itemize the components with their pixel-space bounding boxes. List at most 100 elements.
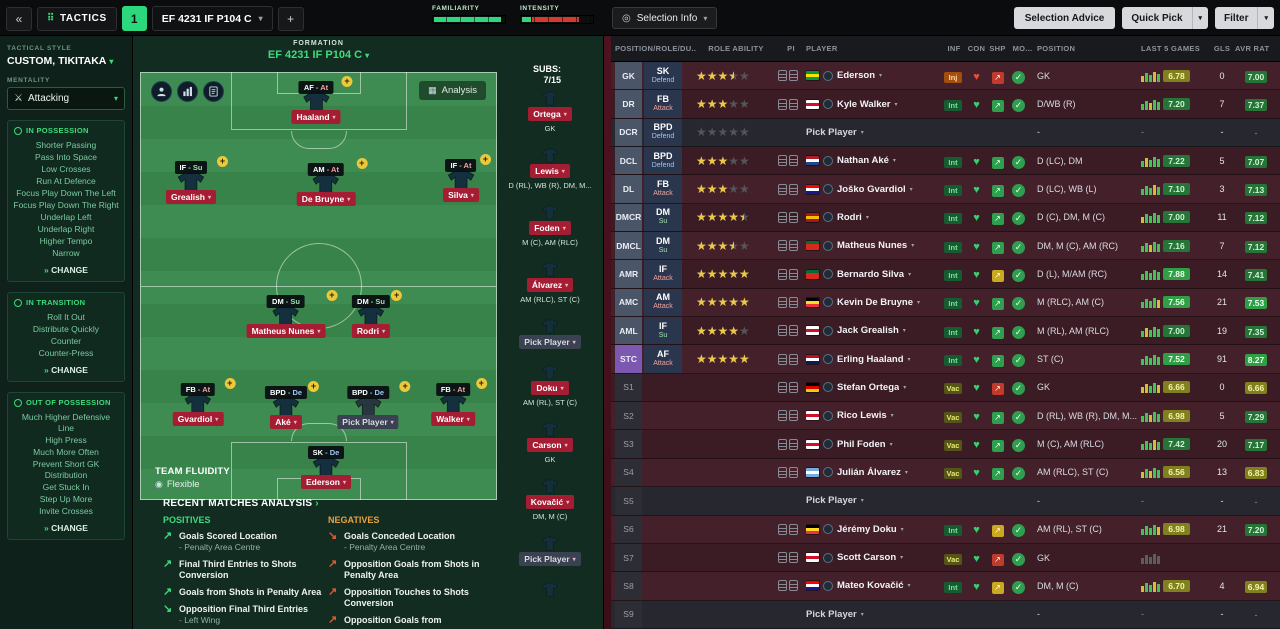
pitch-player-de-bruyne[interactable]: + AM - At De Bruyne ▾ xyxy=(296,158,368,206)
player-cell[interactable]: Joško Gvardiol ▾ xyxy=(806,184,942,195)
pi-icon[interactable] xyxy=(789,240,798,252)
pitch-player-pick-player[interactable]: + BPD - De Pick Player ▾ xyxy=(337,381,411,429)
player-info-icon[interactable] xyxy=(823,524,833,535)
pi-icon[interactable] xyxy=(778,98,787,110)
player-info-icon[interactable] xyxy=(823,269,833,280)
player-cell[interactable]: Kevin De Bruyne ▾ xyxy=(806,297,942,308)
player-info-icon[interactable] xyxy=(823,382,833,393)
col-pi[interactable]: PI xyxy=(787,44,795,53)
player-name-dropdown[interactable]: Gvardiol ▾ xyxy=(172,412,224,426)
change-button[interactable]: » CHANGE xyxy=(44,523,88,533)
pi-icon[interactable] xyxy=(789,580,798,592)
table-row-s1[interactable]: S1 Stefan Ortega ▾ Vac ♥ ↗ ✓ GK 6.66 0 6.66 xyxy=(611,373,1280,403)
pitch-player-matheus-nunes[interactable]: + DM - Su Matheus Nunes ▾ xyxy=(246,290,338,338)
player-cell[interactable]: Matheus Nunes ▾ xyxy=(806,240,942,251)
sub-player-dropdown[interactable]: Álvarez ▾ xyxy=(526,278,574,292)
subs-item[interactable]: Pick Player ▾ xyxy=(497,319,603,350)
pi-icon[interactable] xyxy=(789,98,798,110)
player-cell[interactable]: Mateo Kovačić ▾ xyxy=(806,580,942,591)
player-cell[interactable]: Kyle Walker ▾ xyxy=(806,99,942,110)
table-row-s5[interactable]: S5 Pick Player ▾ - - - - xyxy=(611,487,1280,516)
pi-icon[interactable] xyxy=(778,240,787,252)
subs-item[interactable]: Pick Player ▾ xyxy=(497,536,603,567)
rma-title-link[interactable]: RECENT MATCHES ANALYSIS › xyxy=(163,498,319,509)
pi-icon[interactable] xyxy=(789,552,798,564)
player-info-icon[interactable] xyxy=(823,70,833,81)
pitch-player-ederson[interactable]: SK - De Ederson ▾ xyxy=(300,446,352,489)
subs-item[interactable]: Carson ▾ GK xyxy=(497,422,603,464)
player-role-label[interactable]: FB - At xyxy=(180,383,216,396)
tactic-name-dropdown[interactable]: EF 4231 IF P104 C ▾ xyxy=(151,6,273,31)
player-info-icon[interactable] xyxy=(823,410,833,421)
table-row-s3[interactable]: S3 Phil Foden ▾ Vac ♥ ↗ ✓ M (C), AM (RLC) 7.42 20… xyxy=(611,430,1280,459)
table-row-amc[interactable]: AMC AM Attack ★★★★★ ★★★★★ Kevin De Bruyne ▾ Int… xyxy=(611,288,1280,318)
col-con[interactable]: CON xyxy=(967,44,986,53)
mentality-dropdown[interactable]: ⚔ Attacking ▾ xyxy=(7,87,125,110)
table-row-s8[interactable]: S8 Mateo Kovačić ▾ Int ♥ ↗ ✓ DM, M (C) 6.70 4 6.94 xyxy=(611,572,1280,601)
player-cell[interactable]: Rodri ▾ xyxy=(806,212,942,223)
pitch-player-silva[interactable]: + IF - At Silva ▾ xyxy=(443,154,491,202)
quick-pick-button[interactable]: Quick Pick ▾ xyxy=(1122,7,1209,29)
pi-icon[interactable] xyxy=(778,552,787,564)
col-shp[interactable]: SHP xyxy=(989,44,1006,53)
sub-player-dropdown[interactable]: Carson ▾ xyxy=(527,438,573,452)
player-view-button[interactable] xyxy=(151,81,172,102)
player-info-icon[interactable] xyxy=(823,212,833,223)
pi-icon[interactable] xyxy=(789,211,798,223)
pitch-player-grealish[interactable]: + IF - Su Grealish ▾ xyxy=(165,156,229,204)
player-name-dropdown[interactable]: Rodri ▾ xyxy=(351,324,391,338)
filter-button[interactable]: Filter ▾ xyxy=(1215,7,1274,29)
sub-player-dropdown[interactable]: Doku ▾ xyxy=(531,381,569,395)
table-row-stc[interactable]: STC AF Attack ★★★★★ ★★★★★ Erling Haaland ▾ Int ♥… xyxy=(611,345,1280,374)
sub-player-dropdown[interactable]: Kovačić ▾ xyxy=(525,495,575,509)
pi-icon[interactable] xyxy=(789,70,798,82)
pi-icon[interactable] xyxy=(789,466,798,478)
pi-icon[interactable] xyxy=(789,296,798,308)
player-info-icon[interactable] xyxy=(823,325,833,336)
pi-icon[interactable] xyxy=(789,381,798,393)
player-name-dropdown[interactable]: Walker ▾ xyxy=(431,412,475,426)
tactic-tab-1[interactable]: 1 xyxy=(121,6,147,31)
stats-view-button[interactable] xyxy=(177,81,198,102)
player-role-label[interactable]: AF - At xyxy=(298,81,334,94)
sub-player-dropdown[interactable]: Foden ▾ xyxy=(529,221,571,235)
player-info-icon[interactable] xyxy=(823,184,833,195)
table-row-s9[interactable]: S9 Pick Player ▾ - - - - xyxy=(611,600,1280,629)
player-info-icon[interactable] xyxy=(823,240,833,251)
add-tactic-button[interactable]: + xyxy=(277,6,304,31)
player-cell[interactable]: Ederson ▾ xyxy=(806,70,942,81)
pi-icon[interactable] xyxy=(789,183,798,195)
pi-icon[interactable] xyxy=(778,410,787,422)
pi-icon[interactable] xyxy=(778,523,787,535)
col-morale[interactable]: MO... xyxy=(1012,44,1033,53)
player-name-dropdown[interactable]: Matheus Nunes ▾ xyxy=(246,324,326,338)
player-role-label[interactable]: IF - Su xyxy=(174,161,208,174)
table-row-s2[interactable]: S2 Rico Lewis ▾ Vac ♥ ↗ ✓ D (RL), WB (R), DM, M… xyxy=(611,402,1280,431)
col-role-ability[interactable]: ROLE ABILITY xyxy=(708,44,764,53)
tactical-style-dropdown[interactable]: CUSTOM, TIKITAKA ▾ xyxy=(7,55,114,67)
player-cell[interactable]: Phil Foden ▾ xyxy=(806,439,942,450)
table-row-s6[interactable]: S6 Jérémy Doku ▾ Int ♥ ↗ ✓ AM (RL), ST (C) 6.98 2… xyxy=(611,515,1280,544)
col-player[interactable]: PLAYER xyxy=(806,44,838,53)
pi-icon[interactable] xyxy=(789,438,798,450)
selection-info-button[interactable]: ◎ Selection Info ▾ xyxy=(612,7,718,29)
table-row-s7[interactable]: S7 Scott Carson ▾ Vac ♥ ↗ ✓ GK xyxy=(611,543,1280,573)
player-role-label[interactable]: DM - Su xyxy=(267,295,305,308)
change-button[interactable]: » CHANGE xyxy=(44,265,88,275)
player-info-icon[interactable] xyxy=(823,354,833,365)
table-row-amr[interactable]: AMR IF Attack ★★★★★ ★★★★★ Bernardo Silva ▾ Int ♥… xyxy=(611,260,1280,289)
player-name-dropdown[interactable]: De Bruyne ▾ xyxy=(296,192,356,206)
col-last5[interactable]: LAST 5 GAMES xyxy=(1141,44,1201,53)
change-button[interactable]: » CHANGE xyxy=(44,365,88,375)
tactics-section-label[interactable]: ⠿ TACTICS xyxy=(37,6,117,31)
col-inf[interactable]: INF xyxy=(947,44,961,53)
player-cell[interactable]: Erling Haaland ▾ xyxy=(806,354,942,365)
player-cell[interactable]: Julián Álvarez ▾ xyxy=(806,467,942,478)
card-view-button[interactable] xyxy=(203,81,224,102)
pi-icon[interactable] xyxy=(778,381,787,393)
